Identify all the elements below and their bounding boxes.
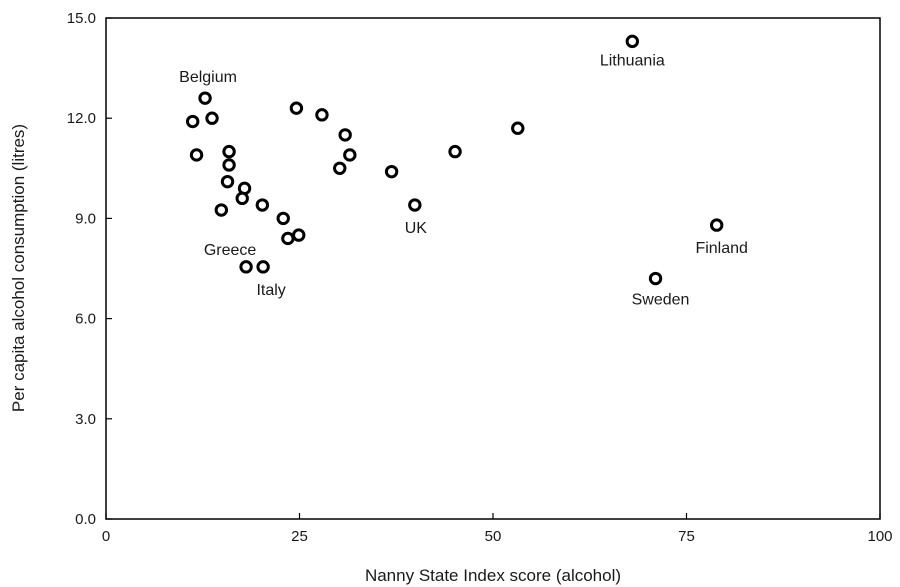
data-point-18 bbox=[338, 128, 352, 142]
data-point-24 bbox=[511, 121, 525, 135]
point-label-uk: UK bbox=[405, 220, 428, 237]
data-point-4 bbox=[222, 144, 236, 159]
data-point-19 bbox=[343, 148, 357, 162]
data-point-21 bbox=[384, 164, 399, 179]
x-tick-label-0: 0 bbox=[102, 528, 110, 545]
data-point-17 bbox=[315, 108, 329, 122]
data-point-20 bbox=[333, 161, 347, 176]
data-point-13 bbox=[276, 211, 290, 226]
x-axis-label: Nanny State Index score (alcohol) bbox=[365, 566, 621, 585]
point-label-italy: Italy bbox=[256, 282, 285, 299]
y-tick-label-1: 3.0 bbox=[75, 411, 96, 428]
x-tick-label-3: 75 bbox=[678, 528, 695, 545]
data-point-0 bbox=[198, 91, 212, 105]
data-point-15 bbox=[292, 228, 306, 242]
x-axis: 0 25 50 75 100 bbox=[102, 513, 893, 545]
data-point-5 bbox=[222, 158, 236, 172]
y-tick-label-4: 12.0 bbox=[67, 110, 96, 127]
plot-area bbox=[105, 17, 881, 520]
data-point-9 bbox=[235, 191, 249, 206]
data-point-16 bbox=[289, 101, 304, 115]
data-point-14 bbox=[281, 231, 295, 246]
point-label-greece: Greece bbox=[204, 242, 257, 259]
data-point-3 bbox=[189, 148, 204, 162]
data-point-25 bbox=[625, 34, 640, 49]
y-axis-label: Per capita alcohol consumption (litres) bbox=[9, 124, 28, 412]
y-axis: 0.0 3.0 6.0 9.0 12.0 15.0 bbox=[67, 10, 112, 528]
data-point-2 bbox=[205, 111, 219, 125]
data-point-27 bbox=[709, 218, 724, 232]
point-label-finland: Finland bbox=[695, 240, 747, 257]
data-points bbox=[185, 34, 724, 286]
point-label-belgium: Belgium bbox=[179, 69, 237, 86]
point-label-sweden: Sweden bbox=[632, 292, 690, 309]
x-tick-label-4: 100 bbox=[867, 528, 892, 545]
data-point-26 bbox=[648, 271, 663, 286]
data-point-23 bbox=[448, 144, 462, 159]
data-point-labels: Belgium Greece Italy UK Lithuania Sweden Finla… bbox=[179, 52, 748, 308]
y-tick-label-3: 9.0 bbox=[75, 210, 96, 227]
x-tick-label-1: 25 bbox=[291, 528, 308, 545]
data-point-6 bbox=[220, 174, 235, 189]
y-tick-label-2: 6.0 bbox=[75, 311, 96, 328]
x-tick-label-2: 50 bbox=[485, 528, 502, 545]
data-point-10 bbox=[255, 198, 270, 212]
data-point-7 bbox=[214, 203, 229, 217]
point-label-lithuania: Lithuania bbox=[600, 52, 665, 69]
data-point-11 bbox=[239, 260, 253, 274]
data-point-12 bbox=[256, 260, 270, 274]
data-point-22 bbox=[408, 198, 422, 212]
data-point-1 bbox=[185, 114, 200, 129]
y-tick-label-5: 15.0 bbox=[67, 10, 96, 27]
y-tick-label-0: 0.0 bbox=[75, 511, 96, 528]
